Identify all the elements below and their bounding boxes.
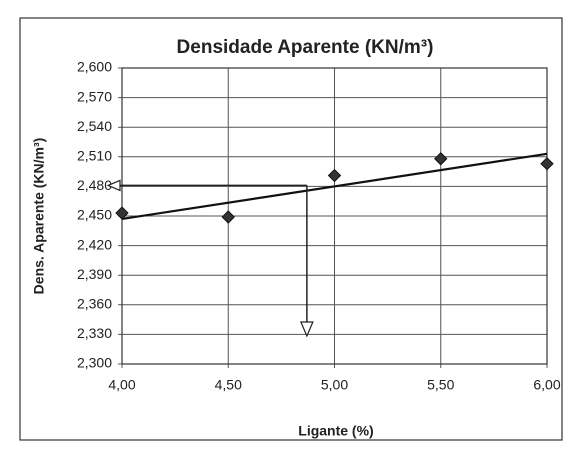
y-tick-label: 2,420 [77,236,112,252]
chart-frame [19,17,563,441]
y-axis-title: Dens. Aparente (KN/m³) [31,138,47,295]
y-tick-label: 2,480 [77,177,112,193]
data-point [115,206,129,220]
x-tick-label: 5,00 [321,377,348,393]
y-tick-label: 2,450 [77,207,112,223]
x-tick-label: 5,50 [427,377,454,393]
y-tick-label: 2,540 [77,118,112,134]
y-tick-label: 2,390 [77,266,112,282]
data-point [540,156,554,171]
y-tick-label: 2,330 [77,325,112,341]
x-tick-label: 4,00 [108,377,135,393]
chart-title: Densidade Aparente (KN/m³) [177,37,434,58]
x-tick-label: 4,50 [215,377,242,393]
y-tick-label: 2,600 [77,59,112,75]
y-tick-label: 2,360 [77,296,112,312]
data-point [221,210,235,224]
x-tick-label: 6,00 [533,377,560,393]
arrowhead [299,321,314,338]
x-axis-title: Ligante (%) [298,423,373,439]
y-tick-label: 2,300 [77,355,112,371]
y-tick-label: 2,510 [77,148,112,164]
y-tick-label: 2,570 [77,88,112,104]
data-point [327,168,342,183]
data-point [434,152,448,166]
arrowhead [106,179,121,192]
trendline [121,152,548,221]
